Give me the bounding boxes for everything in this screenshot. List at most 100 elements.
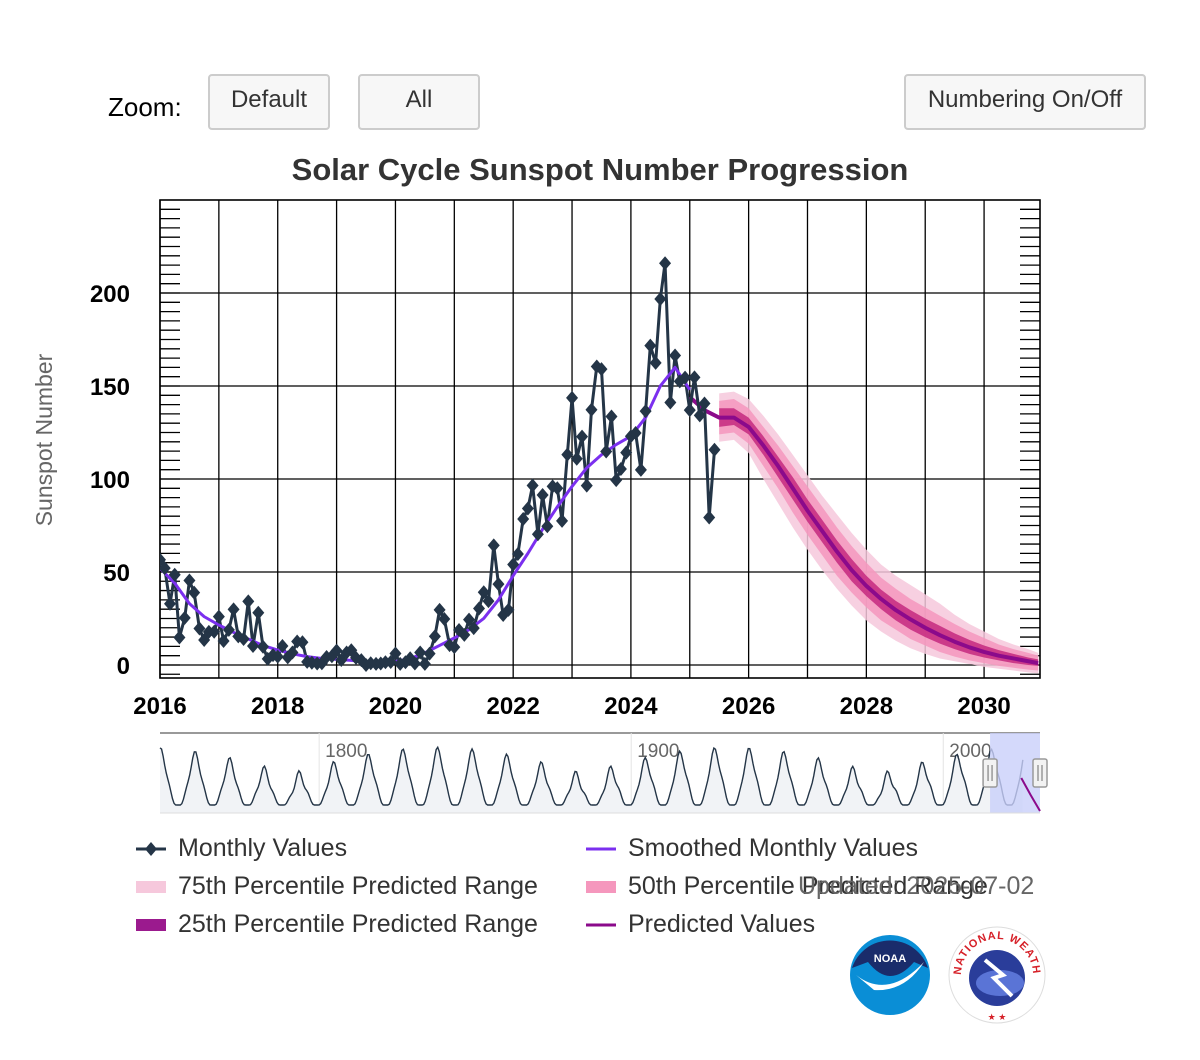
monthly-point — [423, 646, 436, 661]
monthly-point — [605, 409, 618, 424]
y-tick-label: 100 — [90, 467, 130, 494]
monthly-point — [164, 596, 177, 611]
monthly-point — [620, 445, 633, 460]
monthly-point — [212, 609, 225, 624]
zoom-all-button[interactable]: All — [358, 74, 480, 130]
monthly-point — [237, 631, 250, 646]
plot-frame — [159, 199, 1041, 679]
monthly-point — [639, 404, 652, 419]
x-tick-label: 2024 — [604, 693, 658, 720]
monthly-point — [418, 656, 431, 671]
monthly-point — [531, 527, 544, 542]
monthly-point — [448, 640, 461, 655]
updated-timestamp: Updated: 2025-07-02 — [798, 872, 1035, 900]
monthly-point — [654, 291, 667, 306]
navigator-predicted-line — [1020, 777, 1041, 812]
navigator-year-label: 2000 — [949, 741, 991, 762]
monthly-point — [438, 612, 451, 627]
monthly-point — [521, 501, 534, 516]
navigator-year-label: 1900 — [637, 741, 679, 762]
monthly-point — [296, 635, 309, 650]
plot-area — [160, 256, 1039, 674]
monthly-point — [433, 602, 446, 617]
monthly-point — [551, 481, 564, 496]
monthly-point — [507, 557, 520, 572]
monthly-point — [688, 370, 701, 385]
monthly-point — [580, 478, 593, 493]
monthly-point — [502, 602, 515, 617]
y-tick-label: 0 — [117, 653, 130, 680]
y-axis-label: Sunspot Number — [31, 353, 57, 526]
monthly-point — [473, 601, 486, 616]
navigator-right-handle[interactable] — [1032, 758, 1048, 788]
monthly-point — [526, 478, 539, 493]
monthly-point — [659, 256, 672, 271]
monthly-point — [178, 610, 191, 625]
monthly-point — [511, 546, 524, 561]
monthly-point — [585, 402, 598, 417]
handle-body — [982, 758, 998, 788]
monthly-point — [222, 622, 235, 637]
zoom-label: Zoom: — [108, 92, 182, 122]
monthly-point — [679, 370, 692, 385]
monthly-point — [276, 639, 289, 654]
monthly-point — [541, 519, 554, 534]
monthly-point — [644, 338, 657, 353]
y-tick-label: 200 — [90, 281, 130, 308]
monthly-point — [227, 602, 240, 617]
handle-body — [1032, 758, 1048, 788]
monthly-point — [649, 355, 662, 370]
navigator-year-label: 1800 — [325, 741, 367, 762]
monthly-point — [428, 629, 441, 644]
monthly-point — [576, 429, 589, 444]
monthly-point — [330, 643, 343, 658]
monthly-point — [467, 621, 480, 636]
monthly-point — [570, 451, 583, 466]
monthly-point — [610, 473, 623, 488]
monthly-point — [193, 621, 206, 636]
zoom-default-button[interactable]: Default — [208, 74, 330, 130]
monthly-point — [389, 646, 402, 661]
monthly-point — [492, 577, 505, 592]
x-tick-label: 2030 — [957, 693, 1010, 720]
monthly-point — [183, 573, 196, 588]
monthly-point — [708, 442, 721, 457]
monthly-point — [561, 447, 574, 462]
numbering-toggle-button[interactable]: Numbering On/Off — [904, 74, 1146, 130]
monthly-point — [614, 461, 627, 476]
monthly-point — [487, 538, 500, 553]
monthly-point — [408, 656, 421, 671]
monthly-point — [693, 408, 706, 423]
monthly-point — [477, 585, 490, 600]
y-tick-label: 150 — [90, 374, 130, 401]
x-tick-label: 2022 — [486, 693, 539, 720]
monthly-point — [286, 645, 299, 660]
navigator-left-handle[interactable] — [982, 758, 998, 788]
monthly-point — [669, 348, 682, 363]
monthly-point — [556, 513, 569, 528]
x-tick-label: 2028 — [840, 693, 893, 720]
monthly-point — [173, 630, 186, 645]
monthly-point — [600, 444, 613, 459]
navigator-area — [160, 747, 1023, 813]
predicted-values-line — [688, 395, 1039, 666]
monthly-point — [188, 585, 201, 600]
monthly-point — [517, 511, 530, 526]
x-tick-label: 2020 — [369, 693, 422, 720]
monthly-point — [168, 567, 181, 582]
monthly-point — [703, 510, 716, 525]
chart-title: Solar Cycle Sunspot Number Progression — [291, 152, 909, 187]
navigator-window — [990, 733, 1040, 813]
monthly-point — [257, 639, 270, 654]
monthly-point — [595, 362, 608, 377]
band-25th-percentile — [719, 408, 1039, 666]
monthly-point — [271, 649, 284, 664]
monthly-point — [536, 487, 549, 502]
monthly-point — [664, 395, 677, 410]
monthly-point — [160, 561, 171, 576]
x-tick-label: 2026 — [722, 693, 775, 720]
x-tick-label: 2018 — [251, 693, 304, 720]
y-tick-label: 50 — [103, 560, 130, 587]
monthly-point — [217, 633, 230, 648]
